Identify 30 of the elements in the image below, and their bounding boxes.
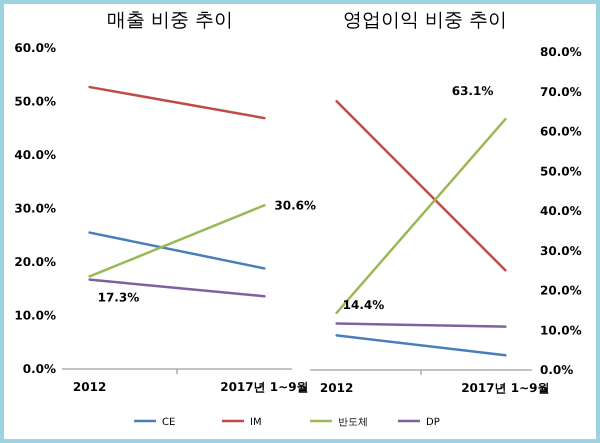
- y-tick-label: 30.0%: [14, 202, 56, 216]
- x-tick-label: 2012: [320, 381, 354, 395]
- chart-title: 영업이익 비중 추이: [342, 9, 508, 31]
- y-tick-label: 50.0%: [14, 94, 56, 108]
- data-label: 30.6%: [274, 198, 316, 212]
- chart-title: 매출 비중 추이: [106, 9, 234, 31]
- y2-tick-label: 80.0%: [540, 45, 582, 59]
- x-tick-label: 2012: [72, 380, 106, 394]
- legend-label: CE: [162, 417, 176, 428]
- y2-tick-label: 10.0%: [540, 323, 582, 338]
- legend-label: IM: [250, 417, 262, 428]
- y2-tick-label: 60.0%: [540, 124, 582, 138]
- y-tick-label: 10.0%: [14, 308, 56, 322]
- legend-label: 반도체: [338, 417, 368, 428]
- y-tick-label: 20.0%: [14, 255, 56, 269]
- y-tick-label: 0.0%: [22, 362, 56, 376]
- x-tick-label: 2017년 1~9월: [220, 380, 309, 394]
- y2-tick-label: 0.0%: [540, 363, 574, 377]
- legend-label: DP: [426, 417, 440, 428]
- y2-tick-label: 40.0%: [540, 204, 582, 218]
- x-tick-label: 2017년 1~9월: [461, 381, 550, 395]
- y2-tick-label: 50.0%: [540, 164, 582, 178]
- data-label: 17.3%: [98, 290, 140, 304]
- data-label: 63.1%: [452, 84, 494, 98]
- y-tick-label: 40.0%: [14, 148, 56, 162]
- data-label: 14.4%: [342, 298, 384, 312]
- y2-tick-label: 30.0%: [540, 244, 582, 258]
- y2-tick-label: 70.0%: [540, 84, 582, 99]
- y2-tick-label: 20.0%: [540, 284, 582, 298]
- y-tick-label: 60.0%: [14, 41, 56, 55]
